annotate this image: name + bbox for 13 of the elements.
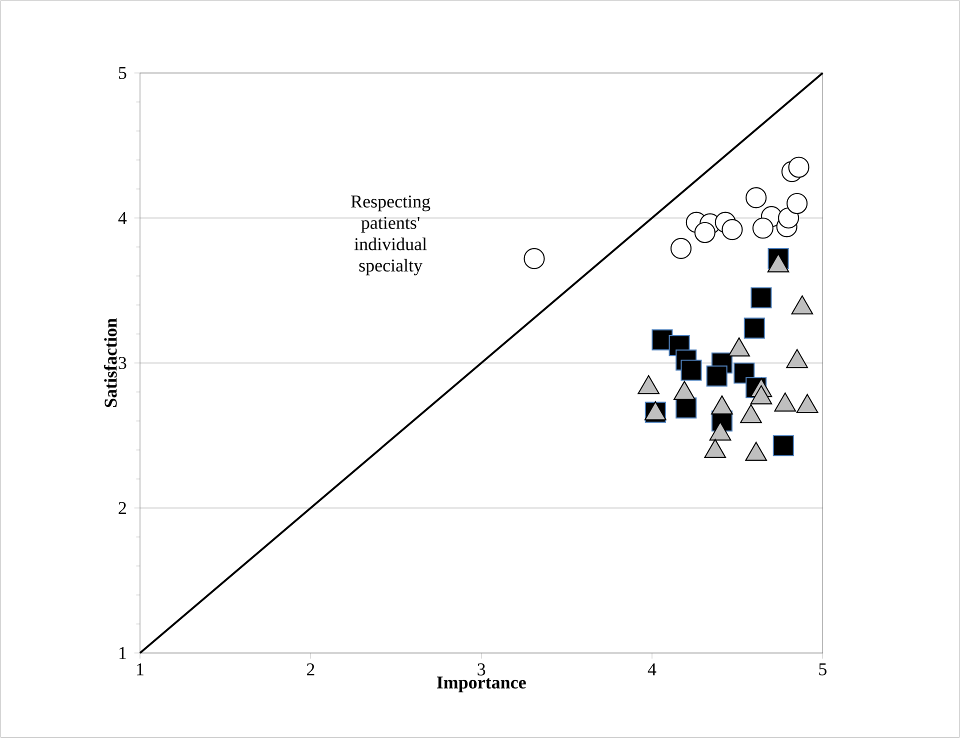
x-axis-title: Importance <box>436 676 526 692</box>
y-tick-label: 5 <box>118 67 126 79</box>
x-tick-label: 2 <box>306 663 314 676</box>
x-tick-label: 4 <box>648 663 656 676</box>
annotation: Respecting patients' individual specialty <box>351 195 430 276</box>
x-tick-label: 5 <box>819 663 826 676</box>
y-tick-label: 4 <box>118 212 127 224</box>
y-tick-label: 1 <box>120 647 126 659</box>
y-axis-title: Satisfaction <box>104 318 117 408</box>
x-tick-label: 3 <box>478 663 486 676</box>
x-tick-label: 1 <box>137 663 144 676</box>
y-tick-label: 2 <box>118 502 126 514</box>
y-tick-label: 3 <box>118 356 126 370</box>
